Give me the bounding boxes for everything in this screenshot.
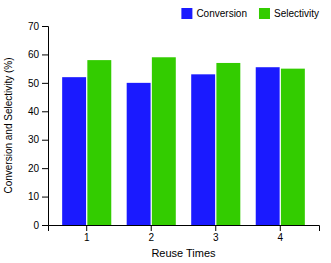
tick-label: 50 [28, 78, 40, 89]
tick-mark [151, 225, 152, 231]
y-tick: 60 [28, 49, 48, 60]
y-tick: 70 [28, 21, 48, 32]
bars [62, 57, 305, 225]
tick-mark [86, 225, 87, 231]
y-tick: 20 [28, 163, 48, 174]
y-axis: 0 10 20 30 40 50 60 70 [28, 21, 49, 231]
tick-label: 4 [278, 232, 284, 243]
tick-mark [280, 225, 281, 231]
legend: Conversion Selectivity [181, 8, 319, 19]
bar [281, 69, 305, 225]
tick-mark [42, 26, 48, 27]
tick-label: 3 [213, 232, 219, 243]
tick-mark [215, 225, 216, 231]
bar [256, 67, 280, 225]
legend-item: Selectivity [259, 8, 319, 19]
x-tick: 3 [213, 225, 219, 243]
tick-mark [42, 111, 48, 112]
y-tick: 0 [33, 220, 48, 231]
tick-label: 1 [84, 232, 90, 243]
tick-label: 60 [28, 49, 40, 60]
x-tick: 4 [278, 225, 284, 243]
x-axis: 1 2 3 4 [49, 225, 320, 243]
tick-label: 0 [33, 220, 39, 231]
tick-mark [42, 197, 48, 198]
plot-area: 0 10 20 30 40 50 60 70 1 2 3 4 [28, 21, 320, 243]
y-axis-title: Conversion and Selectivity (%) [3, 57, 14, 193]
bar [216, 63, 240, 225]
bar [127, 83, 151, 225]
legend-swatch [259, 8, 270, 19]
x-tick: 2 [148, 225, 154, 243]
y-tick: 30 [28, 134, 48, 145]
chart: 0 10 20 30 40 50 60 70 1 2 3 4 Reuse Times Conversion… [0, 0, 331, 263]
x-tick: 1 [84, 225, 90, 243]
bar-series [87, 57, 304, 225]
legend-label: Conversion [196, 8, 247, 19]
tick-label: 10 [28, 191, 40, 202]
tick-mark [42, 54, 48, 55]
legend-swatch [181, 8, 192, 19]
bar [191, 74, 215, 225]
axis-line [49, 226, 320, 232]
tick-label: 70 [28, 21, 40, 32]
y-tick: 10 [28, 191, 48, 202]
legend-item: Conversion [181, 8, 247, 19]
tick-mark [42, 225, 48, 226]
chart-container: 0 10 20 30 40 50 60 70 1 2 3 4 Reuse Times Conversion… [0, 0, 331, 263]
tick-label: 2 [148, 232, 154, 243]
axis-line [42, 27, 49, 226]
bar [152, 57, 176, 225]
tick-label: 40 [28, 106, 40, 117]
x-axis-title: Reuse Times [151, 247, 216, 259]
legend-label: Selectivity [274, 8, 319, 19]
tick-mark [42, 168, 48, 169]
tick-label: 30 [28, 134, 40, 145]
bar [62, 77, 86, 225]
tick-mark [42, 83, 48, 84]
tick-mark [42, 140, 48, 141]
bar [87, 60, 111, 225]
tick-label: 20 [28, 163, 40, 174]
y-tick: 50 [28, 78, 48, 89]
y-tick: 40 [28, 106, 48, 117]
